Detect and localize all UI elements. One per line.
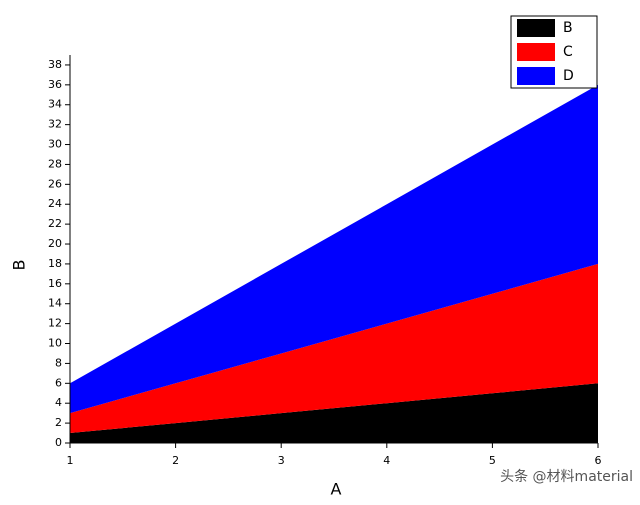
x-tick-label: 1 bbox=[67, 454, 74, 467]
y-tick-label: 10 bbox=[48, 337, 62, 350]
y-tick-label: 28 bbox=[48, 157, 62, 170]
legend-swatch bbox=[517, 43, 555, 61]
area bbox=[70, 383, 598, 443]
x-tick-label: 5 bbox=[489, 454, 496, 467]
x-tick-label: 2 bbox=[172, 454, 179, 467]
x-tick-label: 6 bbox=[595, 454, 602, 467]
x-tick-label: 3 bbox=[278, 454, 285, 467]
y-tick-label: 20 bbox=[48, 237, 62, 250]
legend-swatch bbox=[517, 19, 555, 37]
y-tick-label: 24 bbox=[48, 197, 62, 210]
y-tick-label: 16 bbox=[48, 277, 62, 290]
y-tick-label: 6 bbox=[55, 376, 62, 389]
legend-label: D bbox=[563, 68, 574, 84]
y-tick-label: 32 bbox=[48, 118, 62, 131]
x-tick-label: 4 bbox=[383, 454, 390, 467]
y-tick-label: 34 bbox=[48, 98, 62, 111]
y-tick-label: 18 bbox=[48, 257, 62, 270]
y-tick-label: 12 bbox=[48, 317, 62, 330]
y-tick-label: 0 bbox=[55, 436, 62, 449]
y-tick-label: 30 bbox=[48, 138, 62, 151]
legend-label: B bbox=[563, 20, 573, 36]
y-tick-label: 14 bbox=[48, 297, 62, 310]
y-tick-label: 36 bbox=[48, 78, 62, 91]
legend-label: C bbox=[563, 44, 573, 60]
area bbox=[70, 84, 598, 414]
y-axis-label: B bbox=[10, 260, 29, 271]
y-tick-label: 38 bbox=[48, 58, 62, 71]
y-tick-label: 22 bbox=[48, 217, 62, 230]
watermark: 头条 @材料material bbox=[500, 468, 633, 485]
legend-swatch bbox=[517, 67, 555, 85]
area bbox=[70, 263, 598, 434]
y-tick-label: 8 bbox=[55, 356, 62, 369]
y-tick-label: 2 bbox=[55, 416, 62, 429]
x-axis-label: A bbox=[331, 480, 342, 499]
y-tick-label: 26 bbox=[48, 177, 62, 190]
y-tick-label: 4 bbox=[55, 396, 62, 409]
